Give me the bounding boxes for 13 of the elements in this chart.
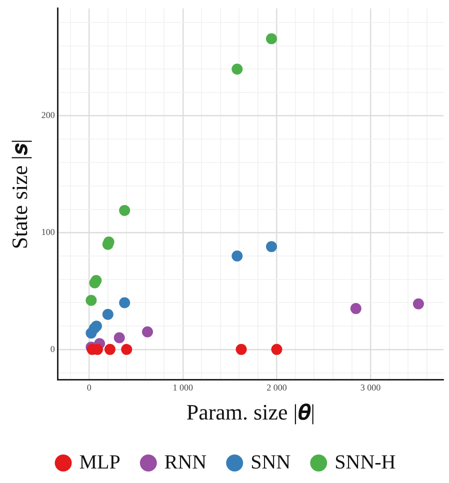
legend-label: SNN	[250, 451, 291, 474]
x-tick-label: 0	[86, 382, 92, 393]
legend-label: MLP	[79, 451, 120, 474]
y-axis-title: State size |𝒔|	[6, 139, 32, 250]
x-tick-label: 2 000	[266, 382, 288, 393]
legend-label: SNN-H	[334, 451, 396, 474]
y-tick-label: 200	[41, 110, 56, 120]
x-axis-title: Param. size |𝜽|	[186, 400, 316, 425]
legend-label: RNN	[164, 451, 207, 474]
y-tick-label: 0	[50, 344, 56, 354]
x-tick-label: 3 000	[360, 382, 382, 393]
x-tick-label: 1 000	[172, 382, 194, 393]
y-tick-label: 100	[41, 227, 56, 237]
